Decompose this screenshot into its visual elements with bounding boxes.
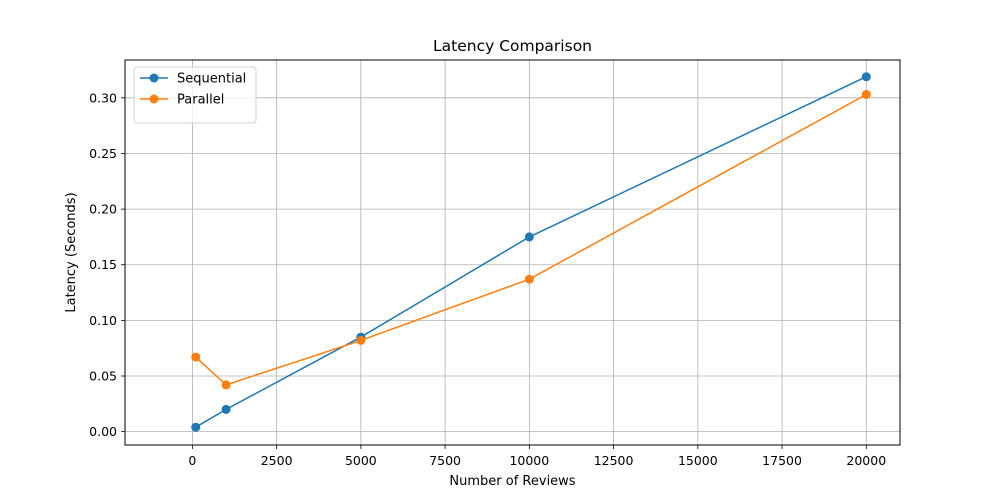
parallel-data-point [221,380,231,390]
parallel-data-point [524,274,534,284]
sequential-data-point [221,404,231,414]
legend-parallel-label: Parallel [177,93,224,108]
parallel-data-point [191,352,201,362]
sequential-data-point [861,72,871,82]
y-tick-label: 0.05 [89,369,117,384]
legend-sequential-label: Sequential [177,72,246,87]
chart-title: Latency Comparison [433,37,592,55]
legend: Sequential Parallel [133,66,257,124]
y-tick-label: 0.25 [89,146,117,161]
plot-frame [124,59,901,446]
parallel-data-point [356,335,366,345]
grid-layer [125,60,900,445]
legend-box [133,66,257,124]
x-tick-label: 20000 [846,453,886,468]
x-tick-label: 12500 [594,453,634,468]
y-tick-label: 0.10 [89,313,117,328]
legend-parallel-marker [149,94,159,104]
x-tick-label: 7500 [429,453,461,468]
x-tick-label: 10000 [509,453,549,468]
y-tick-label: 0.15 [89,257,117,272]
parallel-data-point [861,89,871,99]
y-tick-label: 0.00 [89,424,117,439]
x-tick-label: 0 [188,453,196,468]
sequential-data-point [524,232,534,242]
y-tick-label: 0.20 [89,202,117,217]
x-tick-label: 5000 [345,453,377,468]
x-axis-title: Number of Reviews [449,474,575,489]
x-tick-label: 15000 [678,453,718,468]
y-axis-title: Latency (Seconds) [64,192,79,312]
ticks-layer: 0 2500 5000 7500 10000 12500 15000 17500 20000 0.… [89,90,886,468]
series-layer [191,72,871,432]
legend-sequential-marker [149,73,159,83]
x-tick-label: 17500 [762,453,802,468]
y-tick-label: 0.30 [89,90,117,105]
sequential-data-point [191,422,201,432]
x-tick-label: 2500 [261,453,293,468]
